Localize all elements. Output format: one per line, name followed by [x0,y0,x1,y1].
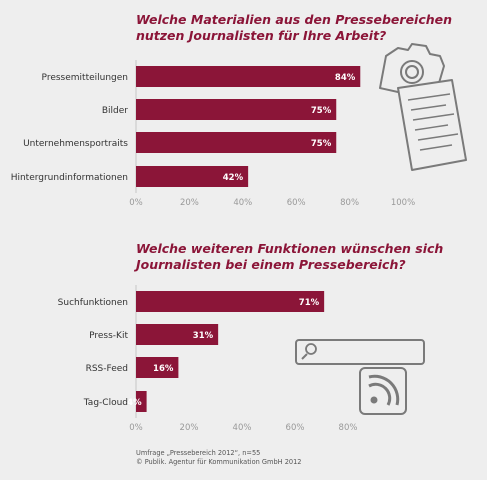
value-label: 75% [311,106,332,116]
source-note: Umfrage „Pressebereich 2012“, n=55 © Pub… [136,449,302,467]
value-label: 75% [311,139,332,149]
source-line-2: © Publik. Agentur für Kommunikation GmbH… [136,458,302,466]
category-label: RSS-Feed [86,364,128,374]
tick-label: 40% [233,423,252,433]
rss-icon [359,367,407,415]
bar [136,357,179,378]
tick-label: 20% [180,423,199,433]
tick-label: 40% [233,198,252,208]
category-label: Press-Kit [89,331,128,341]
value-label: 4% [127,398,142,408]
source-line-1: Umfrage „Pressebereich 2012“, n=55 [136,449,261,457]
chart2-plot: Suchfunktionen 71% Press-Kit 31% RSS-Feed 16%… [58,285,358,433]
value-label: 71% [299,298,320,308]
bar [136,99,337,120]
value-label: 16% [153,364,174,374]
bar [136,391,147,412]
category-label: Tag-Cloud [83,398,128,408]
tick-label: 80% [340,198,359,208]
tick-label: 80% [339,423,358,433]
chart2-title: Welche weiteren Funktionen wünschen sich… [136,241,443,273]
bar [136,66,361,87]
tick-label: 100% [391,198,415,208]
tick-label: 20% [180,198,199,208]
bar [136,324,219,345]
category-label: Suchfunktionen [58,298,128,308]
tick-label: 60% [286,423,305,433]
category-label: Hintergrundinformationen [11,173,128,183]
bar [136,291,325,312]
value-label: 42% [223,173,244,183]
chart1-plot: Pressemitteilungen 84% Bilder 75% Unternehme… [11,60,415,208]
chart2-title-line-1: Welche weiteren Funktionen wünschen sich [136,241,444,256]
chart1-title-line-2: nutzen Journalisten für Ihre Arbeit? [136,28,387,43]
bar [136,132,337,153]
tick-label: 0% [129,198,143,208]
search-box-icon [295,339,425,365]
chart1-title-line-1: Welche Materialien aus den Pressebereich… [136,12,453,27]
bar [136,166,249,187]
document-icon [397,79,467,171]
category-label: Unternehmensportraits [23,139,128,149]
value-label: 31% [193,331,214,341]
tick-label: 60% [287,198,306,208]
tick-label: 0% [129,423,143,433]
category-label: Pressemitteilungen [42,73,128,83]
value-label: 84% [335,73,356,83]
chart1-title: Welche Materialien aus den Pressebereich… [136,12,452,44]
chart2-title-line-2: Journalisten bei einem Pressebereich? [136,257,406,272]
category-label: Bilder [102,106,128,116]
